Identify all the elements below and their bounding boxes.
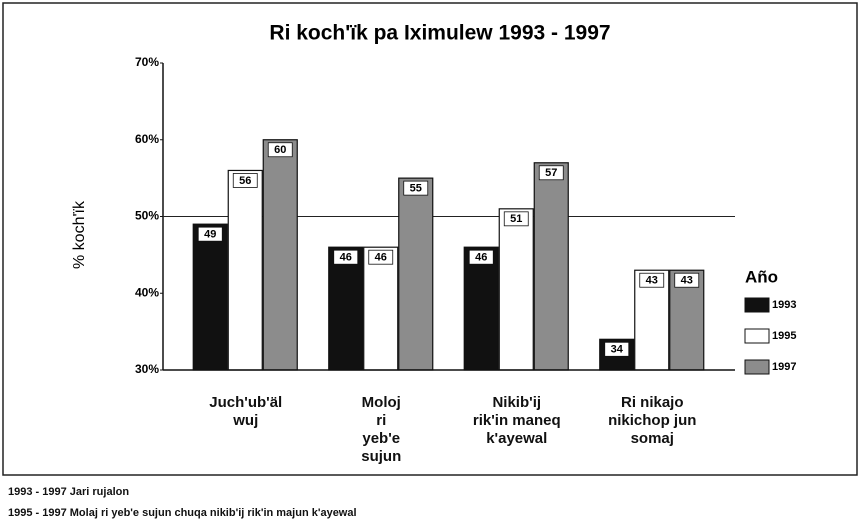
bar — [192, 223, 228, 371]
legend-swatch — [744, 359, 770, 375]
note: 1993 - 1997 Jari rujalon — [8, 486, 130, 498]
value-label-box — [538, 165, 564, 181]
chart-title: Ri koch'ïk pa Iximulew 1993 - 1997 — [269, 22, 610, 45]
value-label-box — [267, 142, 293, 158]
value-label: 55 — [410, 183, 422, 195]
bar — [498, 208, 534, 371]
y-tick-label: 50% — [135, 209, 159, 223]
legend-swatch — [744, 328, 770, 344]
x-tick-label: Moloj ri yeb'e sujun — [361, 394, 402, 465]
value-label: 46 — [475, 252, 487, 264]
value-label-box — [674, 272, 700, 288]
value-label: 34 — [611, 344, 624, 356]
value-label: 49 — [204, 229, 216, 241]
value-label-box — [604, 341, 630, 357]
value-label-box — [368, 249, 394, 265]
value-label-box — [503, 211, 529, 227]
bar — [463, 246, 499, 371]
bar — [262, 139, 298, 371]
y-axis-label: % koch'ïk — [71, 200, 88, 269]
bar — [363, 246, 399, 371]
bar — [398, 177, 434, 371]
bar — [533, 162, 569, 371]
legend-label: 1993 — [772, 299, 796, 311]
y-tick-label: 40% — [135, 285, 159, 299]
value-label-box — [232, 173, 258, 188]
value-label: 46 — [375, 252, 387, 264]
value-label: 43 — [646, 275, 658, 287]
value-label-box — [197, 226, 223, 242]
value-label-box — [468, 249, 494, 265]
value-label: 56 — [239, 175, 251, 187]
x-tick-label: Ri nikajo nikichop jun somaj — [608, 394, 697, 447]
legend-title: Año — [745, 267, 778, 286]
value-label-box — [403, 180, 429, 196]
y-tick-label: 30% — [135, 362, 159, 376]
value-label: 57 — [545, 167, 557, 179]
x-tick-label: Juch'ub'äl wuj — [209, 394, 283, 429]
legend-label: 1995 — [772, 330, 796, 342]
value-label: 60 — [274, 144, 286, 156]
value-label: 43 — [681, 275, 693, 287]
value-label-box — [639, 272, 665, 288]
legend-label: 1997 — [772, 361, 796, 373]
value-label: 51 — [510, 213, 522, 225]
y-tick-label: 70% — [135, 55, 159, 69]
legend-swatch — [744, 297, 770, 313]
value-label: 46 — [340, 252, 352, 264]
x-tick-label: Nikib'ij rik'in maneq k'ayewal — [472, 394, 561, 447]
note: 1995 - 1997 Molaj ri yeb'e sujun chuqa n… — [8, 507, 357, 519]
bar — [227, 169, 263, 371]
value-label-box — [333, 249, 359, 265]
y-tick-label: 60% — [135, 132, 159, 146]
bar — [328, 246, 364, 371]
frame — [2, 2, 858, 476]
